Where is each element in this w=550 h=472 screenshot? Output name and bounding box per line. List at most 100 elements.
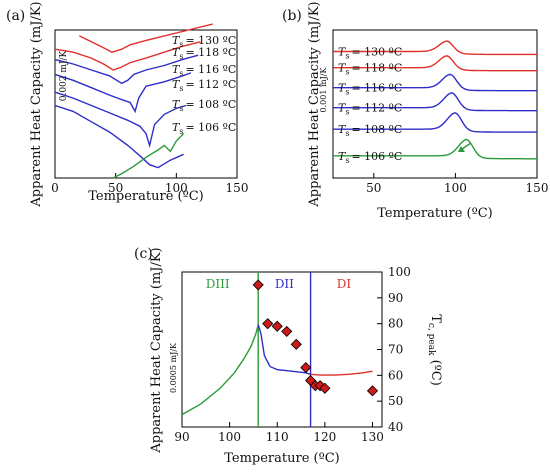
panel-c-scatter-point [271,320,283,332]
panel-c-y2-tick-label: 50 [388,394,403,408]
panel-a-x-ticks: 0 50 100 150 [51,173,248,195]
panel-b-arrowhead-icon [458,146,465,152]
panel-a-series-label-main: T [172,98,181,111]
panel-b-series-label: Ts = 130 ºC [338,45,402,60]
panel-c-scatter-point [290,338,302,350]
panel-c-region-label: DI [337,277,352,291]
panel-a-series-label-sub: s [179,104,183,113]
panel-a-series-label-rest: = 112 ºC [185,78,236,91]
panel-c-scatter-point [366,385,379,397]
panel-b-series-label-sub: s [345,68,349,77]
panel-b-series-label-main: T [338,62,347,75]
panel-b-series-line [333,112,537,133]
panel-b-series-label-sub: s [345,88,349,97]
panel-b-series-label-rest: = 108 ºC [351,123,402,136]
panel-b-series-line [333,55,537,72]
panel-c-region-lines [257,272,312,427]
panel-c-y2-axis-sub: c, peak [426,323,436,356]
panel-c-y2-ticks: 40 50 60 70 80 90 100 [377,265,411,434]
panel-b-series-label-sub: s [345,129,349,138]
panel-b-series-label: Ts = 116 ºC [338,82,402,97]
panel-c-y2-tick-label: 90 [388,291,403,305]
panel-a-series-label-sub: s [179,40,183,49]
panel-a-series-label: Ts = 112 ºC [172,78,236,93]
panel-c-y2-axis-unit: (ºC) [428,360,443,386]
panel-c-y2-tick-label: 100 [388,265,411,279]
panel-b-series-label-main: T [338,102,347,115]
panel-a-x-tick-label: 100 [165,181,188,195]
panel-c-scatter-point [262,318,274,330]
panel-b-series-label: Ts = 106 ºC [338,150,402,165]
panel-c-y2-tick-label: 40 [388,420,403,434]
panel-c-scatter-point [281,325,293,337]
panel-c-x-tick-label: 100 [218,430,241,444]
panel-b-series-label: Ts = 118 ºC [338,62,402,77]
panel-c-scatter-point [319,382,331,394]
panel-a-scale-label: 0.002 mJ/K [59,50,69,101]
panel-c-region-label: DII [275,277,294,291]
panel-a-frame [54,29,238,179]
panel-c-y-axis-label: Apparent Heat Capacity (mJ/K) [149,247,164,453]
panel-a-series-label-sub: s [179,69,183,78]
panel-b-series-label-sub: s [345,108,349,117]
panel-c-y2-axis-main: T [428,314,443,323]
panel-c-scatter-points [252,279,379,397]
panel-a-series-label-rest: = 116 ºC [185,63,236,76]
panel-b-series-label-sub: s [345,156,349,165]
panel-b-series-label-main: T [338,45,347,58]
panel-b-y-axis-label: Apparent Heat Capacity (mJ/K) [307,1,322,207]
panel-c-scatter-point [252,279,264,291]
panel-a-series-label-rest: = 130 ºC [185,34,236,47]
panel-a-x-axis-label: Temperature (ºC) [88,189,204,204]
panel-a-series-line [54,91,187,149]
panel-a-series-label-sub: s [179,127,183,136]
panel-b-series-line [333,92,537,112]
panel-a-x-tick-label: 0 [51,181,59,195]
panel-a-series-label-main: T [172,78,181,91]
panel-a-series-label: Ts = 106 ºC [172,121,236,136]
panel-a-series-label-main: T [172,63,181,76]
panel-c-frame [181,271,383,428]
panel-a-series-label-sub: s [179,52,183,61]
panel-c-x-tick-label: 110 [266,430,289,444]
panel-c-label: (c) [134,246,153,262]
panel-a-series-label-rest: = 106 ºC [185,121,236,134]
panel-a-series-line [54,104,184,169]
panel-a-series-line [78,23,213,53]
panel-a-series-label-main: T [172,34,181,47]
panel-b-curves [333,40,537,160]
panel-c-scatter-point [314,380,326,392]
panel-c-y2-tick-label: 60 [388,368,403,382]
panel-a-series-line [54,72,192,114]
panel-c-y2-tick-label: 70 [388,343,403,357]
panel-b-scale-label: 0.001 mJ/K [319,67,328,113]
panel-a-series-label-main: T [172,46,181,59]
panel-c-y2-tick-label: 80 [388,317,403,331]
panel-b-x-tick-label: 100 [444,181,467,195]
panel-a-series-label-rest: = 118 ºC [185,46,236,59]
panel-b-series-line [333,73,537,92]
panel-b-series-label-main: T [338,150,347,163]
panel-c-x-ticks: 90 100 110 120 130 [174,422,384,444]
panel-b-series-label-rest: = 130 ºC [351,45,402,58]
panel-b-series-label-rest: = 118 ºC [351,62,402,75]
panel-b-series-label-main: T [338,82,347,95]
panel-a-x-tick-label: 150 [226,181,249,195]
panel-c-heat-capacity-curve [257,324,311,375]
panel-a-series-label: Ts = 116 ºC [172,63,236,78]
panel-b-x-tick-label: 50 [366,181,381,195]
panel-c-region-labels: DIII DII DI [206,277,352,291]
panel-a-y-axis-label: Apparent Heat Capacity (mJ/K) [29,1,44,207]
panel-b-label: (b) [282,8,302,24]
panel-a-series-line [54,41,201,71]
panel-a-series-line [112,133,185,179]
panel-a-label: (a) [6,8,25,24]
panel-b-series-label-rest: = 106 ºC [351,150,402,163]
panel-c-x-tick-label: 90 [174,430,189,444]
